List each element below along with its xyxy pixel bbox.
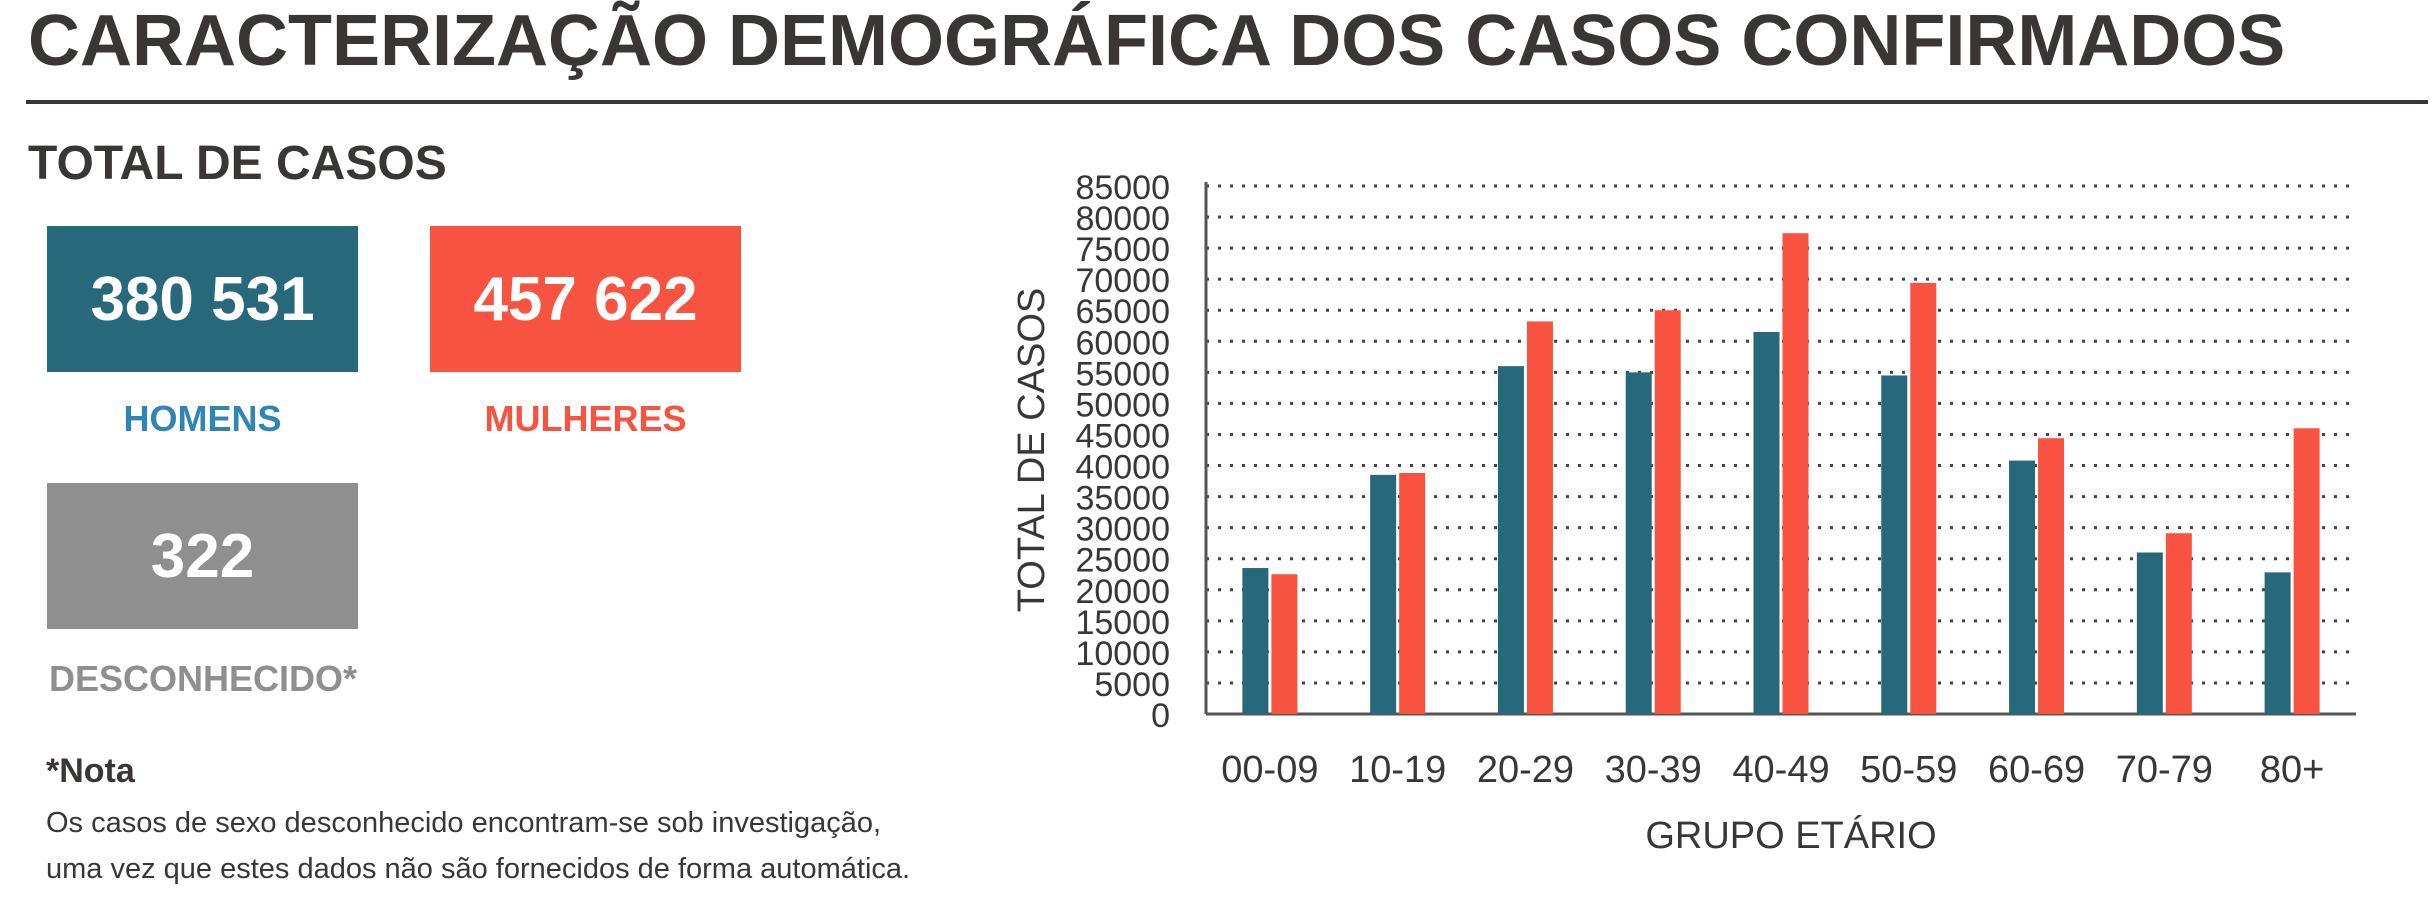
bar-series1: [1881, 375, 1908, 714]
y-tick-label: 20000: [1075, 573, 1170, 611]
y-axis-title: TOTAL DE CASOS: [1011, 288, 1053, 612]
y-tick-label: 0: [1151, 697, 1170, 735]
totals-section-title: TOTAL DE CASOS: [28, 137, 447, 190]
bar-series2: [1399, 472, 1426, 714]
y-tick-label: 70000: [1075, 262, 1170, 300]
x-tick-label: 20-29: [1477, 749, 1574, 791]
y-tick-label: 40000: [1075, 449, 1170, 487]
y-tick-label: 85000: [1075, 169, 1170, 207]
x-tick-label: 10-19: [1349, 749, 1446, 791]
women-label: MULHERES: [484, 398, 687, 439]
bar-series1: [1753, 331, 1780, 714]
bar-series2: [1271, 574, 1298, 714]
y-tick-label: 25000: [1075, 542, 1170, 580]
page-title: CARACTERIZAÇÃO DEMOGRÁFICA DOS CASOS CON…: [28, 1, 2286, 81]
men-label: HOMENS: [123, 398, 282, 439]
bar-series1: [2136, 552, 2163, 714]
y-tick-label: 5000: [1094, 666, 1170, 704]
note-line-2: uma vez que estes dados não são fornecid…: [46, 853, 911, 885]
y-tick-label: 75000: [1075, 231, 1170, 269]
x-tick-label: 60-69: [1988, 749, 2085, 791]
y-tick-label: 80000: [1075, 200, 1170, 238]
y-tick-label: 60000: [1075, 324, 1170, 362]
y-tick-label: 15000: [1075, 604, 1170, 642]
x-tick-label: 00-09: [1221, 749, 1318, 791]
y-tick-label: 35000: [1075, 480, 1170, 518]
y-tick-label: 45000: [1075, 417, 1170, 455]
y-tick-label: 30000: [1075, 511, 1170, 549]
men-total-value: 380 531: [90, 264, 315, 334]
bar-series2: [1526, 321, 1553, 714]
bar-series2: [2165, 533, 2192, 714]
note-text: Os casos de sexo desconhecido encontram-…: [46, 800, 1146, 892]
bar-series1: [1370, 474, 1397, 714]
y-tick-label: 50000: [1075, 386, 1170, 424]
bar-series2: [2038, 438, 2065, 714]
bar-series1: [1625, 372, 1652, 714]
bar-series2: [1782, 233, 1809, 714]
bar-series1: [1497, 366, 1524, 714]
women-total-box: 457 622: [430, 226, 741, 372]
bar-series2: [1910, 282, 1937, 714]
y-tick-label: 65000: [1075, 293, 1170, 331]
x-tick-label: 50-59: [1860, 749, 1957, 791]
unknown-total-value: 322: [150, 521, 255, 591]
bar-series1: [2009, 460, 2036, 714]
women-total-value: 457 622: [473, 264, 698, 334]
x-axis-title: GRUPO ETÁRIO: [1645, 814, 1936, 857]
note-line-1: Os casos de sexo desconhecido encontram-…: [46, 807, 882, 839]
bar-series1: [2264, 572, 2291, 714]
y-tick-label: 55000: [1075, 355, 1170, 393]
unknown-label: DESCONHECIDO*: [48, 658, 358, 699]
note-title: *Nota: [46, 752, 135, 790]
bar-series2: [2293, 428, 2320, 714]
x-tick-label: 30-39: [1605, 749, 1702, 791]
x-tick-label: 70-79: [2116, 749, 2213, 791]
x-tick-label: 80+: [2260, 749, 2324, 791]
bar-series1: [1242, 568, 1269, 714]
unknown-total-box: 322: [47, 483, 358, 629]
title-divider: [26, 100, 2428, 104]
men-total-box: 380 531: [47, 226, 358, 372]
y-tick-label: 10000: [1075, 635, 1170, 673]
bar-series2: [1654, 310, 1681, 714]
x-tick-label: 40-49: [1732, 749, 1829, 791]
